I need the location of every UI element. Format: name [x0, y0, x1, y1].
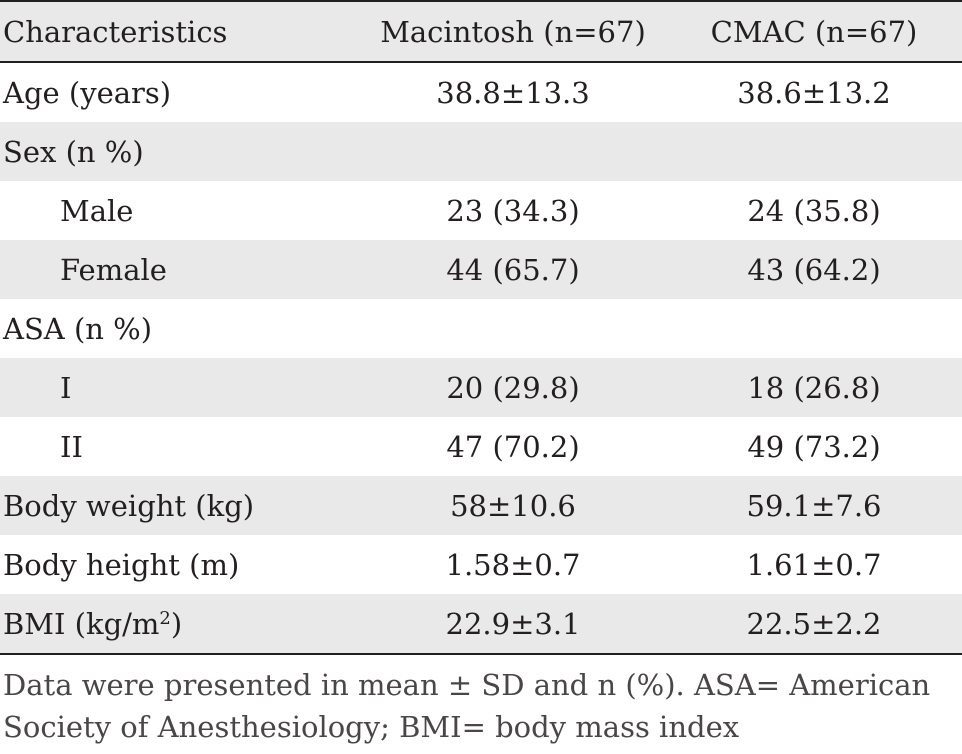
macintosh-value: 23 (34.3) — [446, 193, 580, 228]
table-row: II 47 (70.2) 49 (73.2) — [0, 417, 962, 476]
row-label: Sex (n %) — [3, 134, 144, 169]
table-footnote: Data were presented in mean ± SD and n (… — [3, 664, 961, 748]
table-row: Body weight (kg) 58±10.6 59.1±7.6 — [0, 476, 962, 535]
row-label: Age (years) — [3, 75, 172, 110]
table-row: I 20 (29.8) 18 (26.8) — [0, 358, 962, 417]
cmac-value: 1.61±0.7 — [746, 547, 882, 582]
macintosh-value: 47 (70.2) — [446, 429, 580, 464]
footnote-line-2: Society of Anesthesiology; BMI= body mas… — [3, 710, 740, 744]
characteristics-table-container: Characteristics Macintosh (n=67) CMAC (n… — [0, 1, 962, 654]
cmac-value: 18 (26.8) — [747, 370, 881, 405]
macintosh-value: 38.8±13.3 — [436, 75, 590, 110]
macintosh-value: 58±10.6 — [450, 488, 576, 523]
bmi-label-end: ) — [170, 606, 183, 641]
table-row: ASA (n %) — [0, 299, 962, 358]
table-row: Female 44 (65.7) 43 (64.2) — [0, 240, 962, 299]
macintosh-value — [360, 299, 666, 358]
table-header-row: Characteristics Macintosh (n=67) CMAC (n… — [0, 1, 962, 62]
row-label: Body weight (kg) — [3, 488, 255, 523]
table-row: Sex (n %) — [0, 122, 962, 181]
row-label: Male — [60, 193, 134, 228]
cmac-value — [666, 299, 962, 358]
cmac-value — [666, 122, 962, 181]
row-label: I — [60, 370, 72, 405]
table-row: Age (years) 38.8±13.3 38.6±13.2 — [0, 62, 962, 122]
macintosh-value: 44 (65.7) — [446, 252, 580, 287]
row-label: ASA (n %) — [3, 311, 153, 346]
macintosh-value: 20 (29.8) — [446, 370, 580, 405]
bmi-label-main: BMI (kg/m — [3, 606, 160, 641]
table-row: Male 23 (34.3) 24 (35.8) — [0, 181, 962, 240]
cmac-value: 24 (35.8) — [747, 193, 881, 228]
cmac-value: 22.5±2.2 — [746, 606, 882, 641]
row-label: II — [60, 429, 83, 464]
table-row: Body height (m) 1.58±0.7 1.61±0.7 — [0, 535, 962, 594]
header-macintosh: Macintosh (n=67) — [380, 14, 646, 49]
macintosh-value: 22.9±3.1 — [445, 606, 581, 641]
macintosh-value: 1.58±0.7 — [445, 547, 581, 582]
header-characteristics: Characteristics — [3, 14, 228, 49]
row-label: Female — [60, 252, 167, 287]
cmac-value: 59.1±7.6 — [746, 488, 882, 523]
table-row: BMI (kg/m2) 22.9±3.1 22.5±2.2 — [0, 594, 962, 654]
row-label: Body height (m) — [3, 547, 240, 582]
cmac-value: 49 (73.2) — [747, 429, 881, 464]
bmi-label-superscript: 2 — [159, 607, 171, 629]
footnote-line-1: Data were presented in mean ± SD and n (… — [3, 668, 931, 702]
macintosh-value — [360, 122, 666, 181]
cmac-value: 43 (64.2) — [747, 252, 881, 287]
characteristics-table: Characteristics Macintosh (n=67) CMAC (n… — [0, 1, 962, 654]
row-label: BMI (kg/m2) — [0, 594, 360, 654]
header-cmac: CMAC (n=67) — [710, 14, 918, 49]
cmac-value: 38.6±13.2 — [737, 75, 891, 110]
